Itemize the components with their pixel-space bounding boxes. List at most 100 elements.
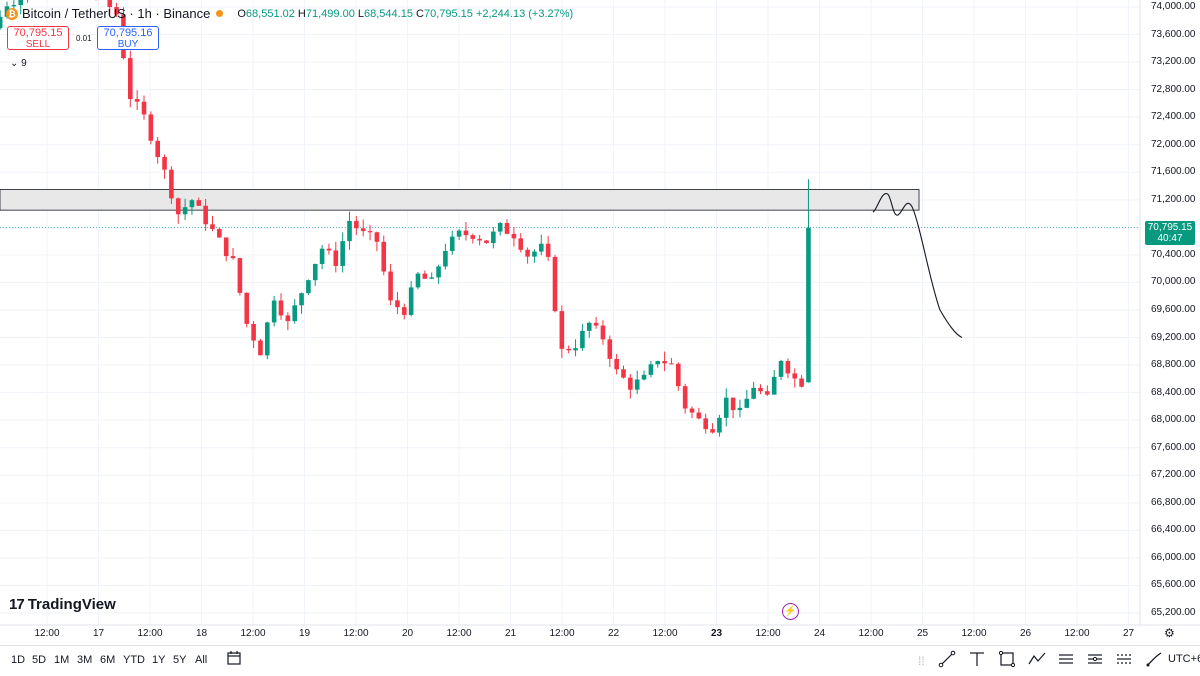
candle-body xyxy=(511,233,517,239)
price-tick-label: 66,400.00 xyxy=(1151,524,1196,536)
symbol-header[interactable]: ₿ Bitcoin / TetherUS · 1h · Binance O68,… xyxy=(6,6,573,21)
price-tick-label: 73,200.00 xyxy=(1151,56,1196,68)
price-tick-label: 66,000.00 xyxy=(1151,551,1196,563)
path-icon[interactable] xyxy=(1027,650,1047,671)
symbol-title[interactable]: Bitcoin / TetherUS · 1h · Binance xyxy=(22,6,211,21)
short-position-icon[interactable] xyxy=(1086,650,1104,671)
candle-body xyxy=(402,307,407,315)
candle-body xyxy=(573,348,578,351)
drag-handle-icon[interactable]: ⁞⁞ xyxy=(918,654,925,668)
candle-body xyxy=(169,169,174,199)
candle-body xyxy=(265,322,270,356)
candle-body xyxy=(545,243,551,257)
timeframe-button-5d[interactable]: 5D xyxy=(32,654,47,666)
candle-body xyxy=(799,378,804,387)
candle-body xyxy=(354,220,359,229)
price-tick-label: 70,400.00 xyxy=(1151,248,1196,260)
timeframe-button-all[interactable]: All xyxy=(195,654,208,666)
calendar-icon[interactable] xyxy=(226,650,242,669)
candle-body xyxy=(326,248,332,251)
timeframe-button-3m[interactable]: 3M xyxy=(77,654,93,666)
long-position-icon[interactable] xyxy=(1057,650,1075,671)
candle-body xyxy=(477,238,482,241)
candle-body xyxy=(128,58,133,100)
candle-body xyxy=(134,99,140,102)
tradingview-logo[interactable]: 17 TradingView xyxy=(9,596,116,613)
candle-body xyxy=(785,361,791,374)
time-tick-label: 12:00 xyxy=(858,628,884,639)
candle-body xyxy=(586,322,592,331)
candle-body xyxy=(655,361,661,365)
trend-line-icon[interactable] xyxy=(938,650,956,671)
gear-icon[interactable]: ⚙ xyxy=(1164,626,1175,640)
candle-body xyxy=(751,387,756,399)
candle-body xyxy=(682,386,688,409)
candle-body xyxy=(792,373,798,379)
candle-body xyxy=(436,266,441,278)
candle-body xyxy=(641,374,647,380)
candle-body xyxy=(710,429,715,433)
candle-body xyxy=(456,230,462,237)
time-tick-label: 17 xyxy=(92,628,105,639)
high-value: 71,499.00 xyxy=(305,7,355,20)
candle-body xyxy=(299,293,304,306)
sell-label: SELL xyxy=(25,39,51,50)
timeframe-button-5y[interactable]: 5Y xyxy=(173,654,187,666)
timezone-button[interactable]: UTC+6 xyxy=(1168,653,1200,665)
sell-price: 70,795.15 xyxy=(13,27,63,39)
candle-body xyxy=(669,363,674,365)
buy-price: 70,795.16 xyxy=(103,27,153,39)
price-tick-label: 68,400.00 xyxy=(1151,386,1196,398)
candle-body xyxy=(162,157,167,170)
candle-body xyxy=(408,287,414,315)
timeframe-button-1d[interactable]: 1D xyxy=(11,654,26,666)
candle-body xyxy=(429,277,434,279)
timeframe-button-1y[interactable]: 1Y xyxy=(152,654,166,666)
candles xyxy=(0,0,811,437)
open-label: O xyxy=(237,7,246,20)
price-tick-label: 71,600.00 xyxy=(1151,166,1196,178)
price-tick-label: 68,800.00 xyxy=(1151,359,1196,371)
close-label: C xyxy=(416,7,424,20)
candle-body xyxy=(614,358,619,370)
projection-icon[interactable] xyxy=(1115,650,1133,671)
buy-button[interactable]: 70,795.16 BUY xyxy=(97,26,159,50)
candle-body xyxy=(381,241,387,272)
candle-body xyxy=(600,325,606,340)
candle-body xyxy=(730,397,736,411)
price-tick-label: 72,400.00 xyxy=(1151,111,1196,123)
time-tick-label: 26 xyxy=(1019,628,1032,639)
horizontal-ray-icon[interactable] xyxy=(968,650,986,671)
price-chart[interactable] xyxy=(0,0,1200,645)
time-tick-label: 12:00 xyxy=(1064,628,1090,639)
candle-body xyxy=(333,250,339,266)
sell-button[interactable]: 70,795.15 SELL xyxy=(7,26,69,50)
time-tick-label: 12:00 xyxy=(343,628,369,639)
time-tick-label: 21 xyxy=(504,628,517,639)
candle-body xyxy=(141,101,147,115)
candle-body xyxy=(634,379,640,390)
candle-body xyxy=(244,292,250,324)
timeframe-button-ytd[interactable]: YTD xyxy=(123,654,145,666)
price-tick-label: 74,000.00 xyxy=(1151,1,1196,12)
chevron-down-icon: ⌄ xyxy=(10,58,19,69)
candle-body xyxy=(778,361,784,377)
candle-body xyxy=(470,235,476,239)
timeframe-button-1m[interactable]: 1M xyxy=(54,654,70,666)
rectangle-icon[interactable] xyxy=(998,650,1016,671)
projection-drawing[interactable] xyxy=(872,192,963,339)
candle-body xyxy=(532,251,537,257)
candle-body xyxy=(552,256,558,312)
resistance-zone[interactable] xyxy=(0,189,920,211)
time-tick-label: 12:00 xyxy=(549,628,575,639)
candle-body xyxy=(347,220,352,242)
timeframe-button-6m[interactable]: 6M xyxy=(100,654,116,666)
brush-icon[interactable] xyxy=(1145,650,1163,671)
current-price-label: 70,795.15 40:47 xyxy=(1145,221,1195,245)
candle-body xyxy=(395,300,400,308)
lightning-icon[interactable]: ⚡ xyxy=(782,603,799,620)
indicators-toggle[interactable]: ⌄ 9 xyxy=(10,58,27,69)
time-tick-label: 19 xyxy=(298,628,311,639)
candle-body xyxy=(525,249,530,257)
candle-countdown: 40:47 xyxy=(1157,233,1183,244)
